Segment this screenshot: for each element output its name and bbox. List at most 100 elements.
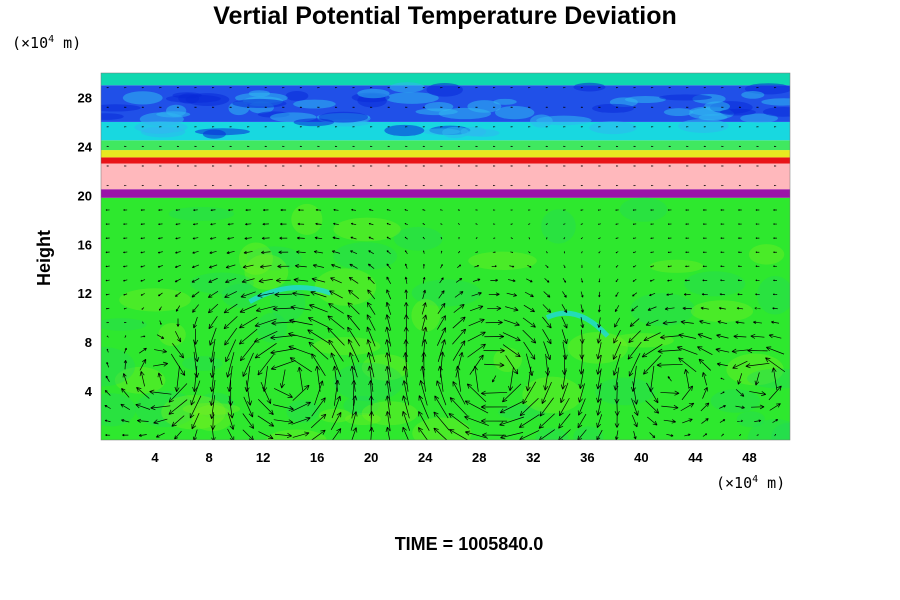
- texture-blob-lower: [595, 377, 655, 406]
- wind-arrow: [257, 415, 275, 427]
- wind-arrow: [488, 292, 500, 297]
- wind-arrow: [542, 329, 552, 345]
- wind-arrow: [475, 87, 478, 89]
- wind-arrow: [194, 184, 197, 187]
- wind-arrow: [563, 264, 566, 268]
- wind-arrow: [475, 251, 478, 254]
- wind-arrow: [105, 251, 110, 254]
- wind-arrow: [720, 251, 725, 254]
- wind-arrow: [596, 414, 603, 429]
- wind-arrow: [422, 145, 425, 148]
- wind-arrow: [123, 265, 128, 268]
- wind-arrow: [650, 265, 655, 268]
- wind-arrow: [140, 335, 146, 338]
- wind-arrow: [700, 402, 710, 412]
- chart-title: Vertial Potential Temperature Deviation: [213, 2, 677, 30]
- wind-arrow: [293, 277, 309, 283]
- wind-arrow: [404, 223, 408, 226]
- wind-arrow: [721, 145, 724, 148]
- wind-arrow: [440, 145, 443, 148]
- wind-arrow: [667, 265, 672, 268]
- wind-arrow: [467, 331, 486, 342]
- wind-arrow: [176, 318, 180, 327]
- wind-arrow: [123, 279, 128, 282]
- wind-arrow: [596, 368, 602, 390]
- wind-arrow: [210, 223, 216, 226]
- wind-arrow: [684, 433, 691, 437]
- wind-arrow: [334, 106, 338, 108]
- texture-blob-lower: [493, 347, 522, 373]
- wind-arrow: [716, 362, 728, 367]
- wind-arrow: [142, 321, 144, 324]
- wind-arrow: [685, 251, 690, 254]
- wind-arrow: [499, 416, 525, 427]
- wind-arrow: [370, 126, 373, 128]
- wind-arrow: [663, 419, 676, 424]
- wind-arrow: [227, 237, 235, 240]
- wind-arrow: [106, 106, 109, 108]
- wind-arrow: [154, 348, 167, 354]
- wind-arrow: [523, 341, 536, 360]
- wind-arrow: [539, 397, 554, 417]
- wind-arrow: [580, 304, 584, 313]
- wind-arrow: [580, 237, 583, 240]
- texture-blob-upper: [467, 100, 502, 113]
- texture-blob-upper: [426, 82, 463, 97]
- wind-arrow: [702, 209, 707, 211]
- wind-arrow: [347, 326, 360, 347]
- wind-arrow: [449, 429, 469, 440]
- wind-arrow: [580, 106, 583, 108]
- wind-arrow: [422, 236, 425, 240]
- wind-arrow: [580, 317, 585, 329]
- wind-arrow: [475, 237, 478, 240]
- wind-arrow: [720, 391, 725, 395]
- wind-arrow: [667, 223, 672, 225]
- wind-arrow: [263, 208, 269, 212]
- wind-arrow: [387, 106, 390, 108]
- wind-arrow: [211, 106, 215, 108]
- wind-arrow: [194, 106, 197, 108]
- wind-arrow: [510, 237, 513, 240]
- wind-arrow: [580, 165, 583, 167]
- wind-arrow: [631, 365, 637, 392]
- wind-arrow: [668, 106, 671, 108]
- wind-arrow: [563, 223, 566, 225]
- wind-arrow: [140, 237, 145, 240]
- wind-arrow: [289, 318, 313, 326]
- wind-arrow: [176, 126, 180, 128]
- wind-arrow: [314, 236, 323, 240]
- wind-arrow: [418, 427, 428, 440]
- wind-arrow: [386, 222, 391, 226]
- wind-arrow: [647, 306, 657, 311]
- wind-arrow: [349, 263, 358, 269]
- texture-blob-lower: [318, 408, 352, 423]
- wind-arrow: [106, 184, 109, 187]
- wind-arrow: [317, 106, 320, 108]
- wind-arrow: [226, 250, 235, 255]
- wind-arrow: [579, 342, 585, 360]
- wind-arrow: [544, 278, 550, 283]
- wind-arrow: [192, 223, 199, 226]
- wind-arrow: [208, 277, 218, 283]
- wind-arrow: [475, 184, 478, 187]
- texture-blob-upper: [663, 108, 694, 117]
- wind-arrow: [467, 343, 486, 358]
- wind-arrow: [229, 126, 232, 128]
- wind-arrow: [518, 414, 540, 428]
- wind-arrow: [120, 403, 131, 410]
- wind-arrow: [480, 418, 508, 424]
- wind-arrow: [141, 307, 145, 310]
- x-tick-label: 20: [364, 450, 378, 465]
- wind-arrow: [327, 327, 345, 346]
- texture-blob-lower: [690, 300, 754, 323]
- texture-blob-lower: [710, 389, 761, 413]
- wind-arrow: [632, 237, 637, 240]
- wind-arrow: [628, 330, 641, 343]
- wind-arrow: [698, 358, 712, 371]
- wind-arrow: [773, 265, 777, 268]
- wind-arrow: [492, 165, 496, 167]
- wind-arrow: [543, 367, 549, 391]
- wind-arrow: [123, 223, 128, 226]
- wind-arrow: [545, 165, 548, 167]
- wind-arrow: [756, 87, 759, 89]
